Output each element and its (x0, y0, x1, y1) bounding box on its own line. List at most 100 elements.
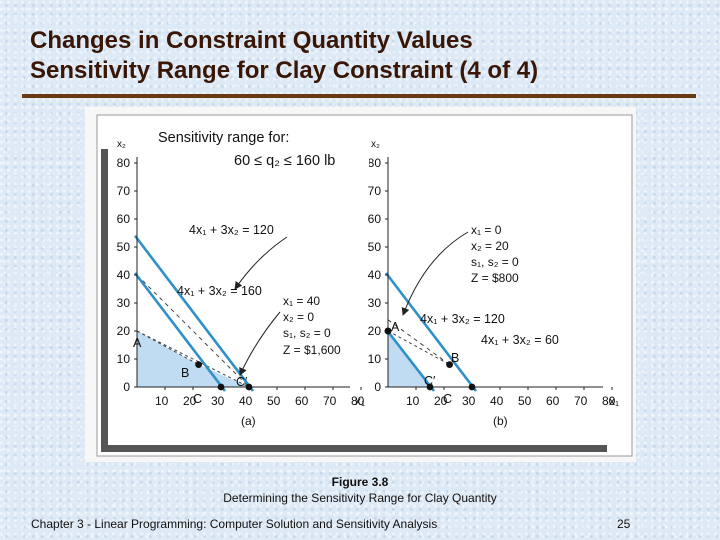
x-tick-label: 50 (518, 394, 532, 408)
x-tick-label: 20 (183, 394, 197, 408)
guide-line (136, 274, 250, 388)
x-tick-label: 60 (295, 394, 309, 408)
y-axis-label-a: x₂ (117, 139, 126, 150)
y-tick-label: 10 (368, 352, 382, 366)
x-axis-label-b: x₁ (609, 394, 619, 408)
y-tick-label: 70 (117, 184, 131, 198)
frame-shadow-bottom (101, 445, 607, 452)
x-tick-label: 50 (267, 394, 281, 408)
solution-box-b: x₁ = 0 x₂ = 20 s₁, s₂ = 0 Z = $800 (471, 223, 519, 285)
ticks-b: 0 10 20 30 40 50 60 70 80 10 20 30 40 50 60 70 80 (368, 156, 616, 408)
arrow-120-a (234, 236, 288, 290)
panel-label-b: (b) (493, 414, 508, 428)
y-tick-label: 30 (117, 296, 131, 310)
x-tick-label: 40 (239, 394, 253, 408)
arrow-solution-a (239, 311, 281, 376)
point-label-B-a: B (181, 366, 189, 380)
y-tick-label: 50 (117, 240, 131, 254)
x-tick-label: 10 (406, 394, 420, 408)
slide-title: Changes in Constraint Quantity Values Se… (30, 26, 538, 86)
point-C′-dot (426, 383, 434, 391)
x-tick-label: 40 (490, 394, 504, 408)
x-tick-label: 70 (574, 394, 588, 408)
solution-line-3-a: s₁, s₂ = 0 (283, 326, 331, 340)
x-tick-label: 80 (602, 394, 616, 408)
panel-label-a: (a) (241, 414, 256, 428)
point-C-dot (217, 383, 225, 391)
point-label-B-b: B (451, 351, 459, 365)
constraint-label-120-a: 4x₁ + 3x₂ = 120 (189, 223, 274, 237)
constraint-line-60-b (384, 328, 436, 392)
point-label-Cprime-b: C′ (424, 374, 436, 388)
title-line-1: Changes in Constraint Quantity Values (30, 27, 473, 54)
sensitivity-heading: Sensitivity range for: (158, 130, 289, 146)
point-label-A-b: A (391, 320, 400, 334)
figure-panel: 0 10 20 30 40 50 60 70 80 10 20 30 40 50 60 70 80 x₂ x₁ … (85, 107, 636, 462)
guide-lines-a (136, 274, 250, 388)
point-label-Cprime-a: C′ (236, 375, 248, 389)
x-tick-label: 30 (211, 394, 225, 408)
solution-line-2-a: x₂ = 0 (283, 310, 314, 324)
guide-line (136, 330, 250, 388)
ticks-a: 0 10 20 30 40 50 60 70 80 10 20 30 40 50 60 70 80 (117, 156, 365, 408)
solution-line-2-b: x₂ = 20 (471, 239, 509, 253)
solution-line-1-b: x₁ = 0 (471, 223, 502, 237)
y-tick-label: 80 (117, 156, 131, 170)
y-tick-label: 10 (117, 352, 131, 366)
page-number: 25 (617, 517, 631, 531)
title-line-2: Sensitivity Range for Clay Constraint (4… (30, 57, 539, 84)
constraint-line-120-a (133, 272, 227, 392)
y-tick-label: 30 (368, 296, 382, 310)
chart-a: 0 10 20 30 40 50 60 70 80 10 20 30 40 50 60 70 80 x₂ x₁ … (117, 139, 365, 428)
frame-shadow (101, 149, 108, 452)
arrow-solution-b (401, 231, 469, 316)
x-tick-label: 60 (546, 394, 560, 408)
x-tick-label: 20 (434, 394, 448, 408)
y-tick-label: 20 (117, 324, 131, 338)
footer-chapter: Chapter 3 - Linear Programming: Computer… (31, 517, 438, 531)
solution-line-1-a: x₁ = 40 (283, 294, 320, 308)
constraint-label-60-b: 4x₁ + 3x₂ = 60 (481, 333, 559, 347)
y-axis-label-b: x₂ (371, 139, 380, 150)
x-tick-label: 80 (351, 394, 365, 408)
x-axis-label-a: x₁ (355, 394, 365, 408)
figure-number: Figure 3.8 (331, 475, 389, 489)
point-A-highlight (384, 327, 392, 335)
points-a (195, 361, 253, 391)
y-tick-label: 40 (368, 268, 382, 282)
point-C′-dot (245, 383, 253, 391)
constraint-label-120-b: 4x₁ + 3x₂ = 120 (420, 312, 505, 326)
y-tick-label: 0 (123, 380, 130, 394)
solution-box-a: x₁ = 40 x₂ = 0 s₁, s₂ = 0 Z = $1,600 (283, 294, 341, 357)
solution-line-3-b: s₁, s₂ = 0 (471, 255, 519, 269)
title-divider (22, 94, 696, 98)
figure-svg: 0 10 20 30 40 50 60 70 80 10 20 30 40 50 60 70 80 x₂ x₁ … (96, 114, 633, 457)
constraint-line-120-b (384, 272, 478, 392)
point-B-dot (195, 361, 202, 368)
point-C-dot (468, 383, 476, 391)
y-tick-label: 50 (368, 240, 382, 254)
x-tick-label: 10 (155, 394, 169, 408)
y-tick-label: 20 (368, 324, 382, 338)
point-label-A-a: A (133, 336, 142, 350)
y-tick-label: 60 (117, 212, 131, 226)
x-tick-label: 30 (462, 394, 476, 408)
feasible-region-a (137, 331, 249, 387)
constraint-label-160-a: 4x₁ + 3x₂ = 160 (177, 284, 262, 298)
solution-line-4-b: Z = $800 (471, 271, 519, 285)
solution-line-4-a: Z = $1,600 (283, 343, 341, 357)
constraint-line-160-a (133, 234, 255, 392)
y-tick-label: 70 (368, 184, 382, 198)
points-b (384, 327, 476, 391)
point-label-C-a: C (193, 392, 202, 406)
figure-inner (108, 119, 628, 445)
point-B-dot (446, 361, 453, 368)
sensitivity-range: 60 ≤ q₂ ≤ 160 lb (234, 153, 335, 169)
point-label-C-b: C (443, 392, 452, 406)
sensitivity-box (149, 121, 369, 173)
x-tick-label: 70 (323, 394, 337, 408)
y-tick-label: 0 (374, 380, 381, 394)
chart-b: 0 10 20 30 40 50 60 70 80 10 20 30 40 50 60 70 80 x₂ x₁ … (368, 139, 619, 428)
y-tick-label: 40 (117, 268, 131, 282)
y-tick-label: 60 (368, 212, 382, 226)
